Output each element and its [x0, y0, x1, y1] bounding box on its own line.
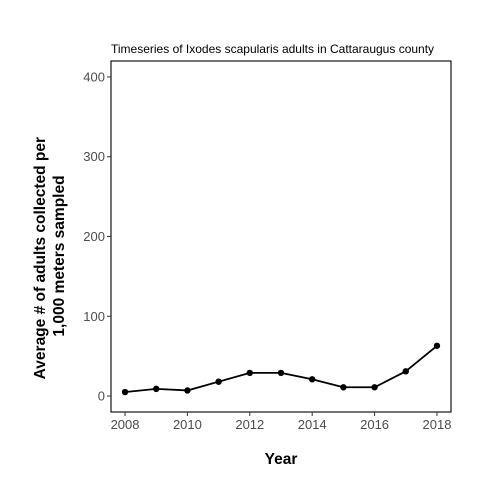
x-tick-label: 2018: [423, 417, 452, 432]
data-point: [246, 369, 254, 377]
y-tick-label: 200: [83, 229, 105, 244]
x-tick-label: 2014: [298, 417, 327, 432]
y-axis: 0 100 200 300 400: [83, 69, 111, 404]
x-tick-label: 2008: [111, 417, 140, 432]
x-axis-title: Year: [265, 451, 298, 468]
y-tick-label: 300: [83, 149, 105, 164]
data-point: [121, 388, 129, 396]
data-point: [433, 342, 441, 349]
data-point: [340, 384, 347, 391]
y-tick-label: 400: [83, 69, 105, 84]
chart-title: Timeseries of Ixodes scapularis adults i…: [111, 42, 434, 56]
data-point: [371, 384, 378, 391]
data-point: [153, 385, 160, 393]
data-point: [308, 376, 316, 383]
series: [121, 342, 441, 396]
data-point: [402, 368, 409, 375]
y-axis-title-line-1: Average # of adults collected per: [32, 137, 49, 379]
x-tick-label: 2012: [235, 417, 264, 432]
x-tick-label: 2010: [173, 417, 202, 432]
data-point: [277, 369, 285, 377]
y-tick-label: 100: [83, 309, 105, 324]
x-axis: 2008 2010 2012 2014 2016 2018: [111, 412, 452, 432]
y-tick-label: 0: [98, 389, 105, 404]
data-point: [215, 378, 222, 385]
y-axis-title: Average # of adults collected per 1,000 …: [32, 133, 68, 380]
data-point: [184, 387, 191, 394]
x-tick-label: 2016: [360, 417, 389, 432]
y-axis-title-line-2: 1,000 meters sampled: [51, 175, 68, 336]
